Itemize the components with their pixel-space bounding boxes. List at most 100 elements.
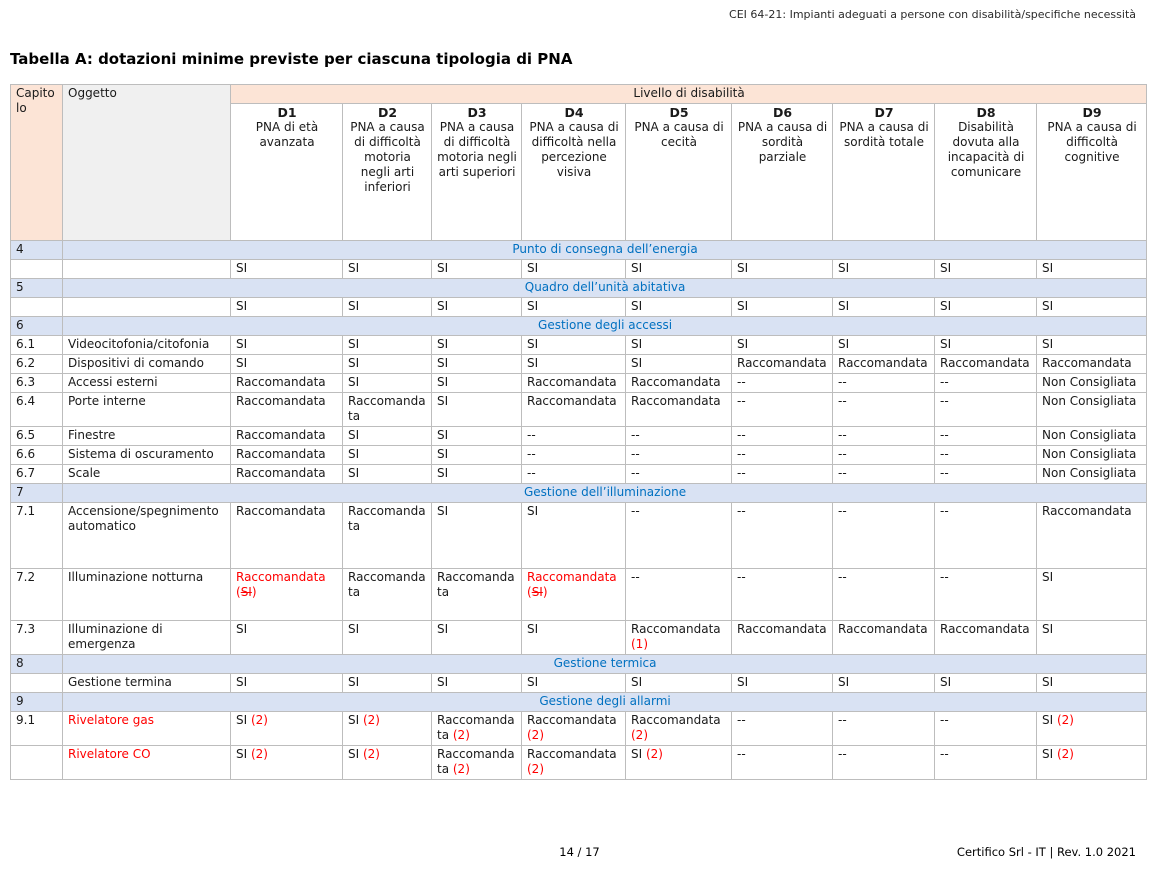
value-cell: Raccomandata	[1035, 502, 1148, 569]
value-cell: SI (2)	[230, 711, 343, 746]
value-cell: Raccomandata	[934, 354, 1037, 374]
value-run: (2)	[452, 728, 470, 742]
column-code: D7	[874, 105, 894, 120]
value-cell: SI	[431, 502, 522, 569]
section-title: Gestione degli accessi	[61, 316, 1148, 336]
value-cell: --	[934, 445, 1037, 465]
value-cell: Raccomandata	[625, 373, 732, 393]
section-row: 6 Gestione degli accessi	[10, 316, 1148, 336]
value-cell: --	[832, 373, 935, 393]
section-title: Punto di consegna dell’energia	[61, 240, 1148, 260]
object-cell	[62, 297, 231, 317]
section-number: 6	[10, 316, 63, 336]
table-row: 6.3 Accessi esterni Raccomandata SI SI Raccom…	[10, 373, 1148, 393]
column-header-D4: D4 PNA a causa di difficoltà nella percez…	[521, 103, 626, 241]
value-run: SI	[1042, 713, 1057, 727]
chapter-cell: 9.1	[10, 711, 63, 746]
column-description: PNA di età avanzata	[255, 120, 319, 149]
chapter-cell: 6.6	[10, 445, 63, 465]
value-cell: SI	[832, 259, 935, 279]
value-run: SI	[531, 585, 543, 599]
value-cell: --	[521, 445, 626, 465]
value-cell: Non Consigliata	[1035, 373, 1148, 393]
value-cell: SI	[832, 673, 935, 693]
header-row-group: Capitolo Oggetto Livello di disabilità	[10, 84, 1148, 241]
chapter-cell	[10, 673, 63, 693]
value-cell: SI	[431, 426, 522, 446]
value-cell: SI	[342, 445, 432, 465]
object-cell: Videocitofonia/citofonia	[62, 335, 231, 355]
value-cell: --	[934, 426, 1037, 446]
value-cell: SI	[832, 297, 935, 317]
value-run: Raccomandata	[631, 622, 721, 636]
value-cell: SI	[731, 297, 833, 317]
value-run: (1)	[631, 637, 648, 651]
value-run: SI	[631, 747, 646, 761]
section-row: 7 Gestione dell’illuminazione	[10, 483, 1148, 503]
value-cell: SI	[230, 620, 343, 655]
value-cell: --	[731, 502, 833, 569]
value-run: (2)	[1056, 713, 1074, 727]
table-row: 7.1 Accensione/spegnimento automatico Racc…	[10, 502, 1148, 569]
value-cell: SI	[431, 673, 522, 693]
value-cell: SI	[342, 354, 432, 374]
chapter-cell: 6.2	[10, 354, 63, 374]
value-cell: Raccomandata	[832, 620, 935, 655]
value-cell: SI	[1035, 297, 1148, 317]
value-cell: SI	[431, 335, 522, 355]
object-cell: Rivelatore CO	[62, 745, 231, 780]
footer-revision: Certifico Srl - IT | Rev. 1.0 2021	[956, 845, 1136, 859]
column-code: D4	[564, 105, 584, 120]
section-number: 8	[10, 654, 63, 674]
value-cell: Raccomandata	[230, 392, 343, 427]
value-run: (2)	[645, 747, 663, 761]
value-cell: --	[934, 392, 1037, 427]
column-description: PNA a causa di difficoltà motoria negli …	[437, 120, 517, 179]
value-cell: --	[625, 426, 732, 446]
value-cell: SI	[1035, 673, 1148, 693]
object-cell: Finestre	[62, 426, 231, 446]
value-cell: --	[832, 426, 935, 446]
object-cell: Dispositivi di comando	[62, 354, 231, 374]
value-cell: Raccomandata	[731, 620, 833, 655]
value-cell: Raccomandata (2)	[625, 711, 732, 746]
value-cell: SI	[342, 620, 432, 655]
section-number: 9	[10, 692, 63, 712]
value-run: (2)	[527, 762, 544, 776]
value-cell: --	[731, 464, 833, 484]
column-code: D6	[772, 105, 793, 120]
column-header-D2: D2 PNA a causa di difficoltà motoria negl…	[342, 103, 432, 241]
value-run: (	[236, 585, 241, 599]
value-cell: SI	[342, 373, 432, 393]
object-cell: Rivelatore gas	[62, 711, 231, 746]
table-row: 7.3 Illuminazione di emergenza SI SI SI SI Rac…	[10, 620, 1148, 655]
value-cell: Raccomandata	[342, 502, 432, 569]
value-cell: --	[832, 568, 935, 621]
document-header: CEI 64-21: Impianti adeguati a persone c…	[729, 8, 1136, 21]
value-cell: Non Consigliata	[1035, 426, 1148, 446]
value-cell: SI	[731, 673, 833, 693]
value-cell: --	[625, 568, 732, 621]
value-run: (2)	[362, 713, 380, 727]
table-row: 6.1 Videocitofonia/citofonia SI SI SI SI SI SI S…	[10, 335, 1148, 355]
value-run: (2)	[452, 762, 470, 776]
value-cell: SI	[521, 297, 626, 317]
column-code: D1	[277, 105, 297, 120]
value-cell: --	[625, 502, 732, 569]
object-cell: Accessi esterni	[62, 373, 231, 393]
value-run: SI	[240, 585, 252, 599]
value-cell: SI	[230, 259, 343, 279]
value-cell: --	[832, 711, 935, 746]
value-cell: SI	[521, 620, 626, 655]
value-cell: --	[832, 502, 935, 569]
chapter-cell: 7.1	[10, 502, 63, 569]
value-cell: SI	[342, 259, 432, 279]
value-cell: --	[934, 711, 1037, 746]
value-cell: SI (2)	[1035, 711, 1148, 746]
value-cell: Raccomandata (2)	[431, 711, 522, 746]
value-run: SI	[1042, 747, 1057, 761]
table-row: 6.4 Porte interne Raccomandata Raccomandata…	[10, 392, 1148, 427]
value-cell: Raccomandata	[1035, 354, 1148, 374]
value-cell: SI	[625, 673, 732, 693]
object-cell: Illuminazione notturna	[62, 568, 231, 621]
